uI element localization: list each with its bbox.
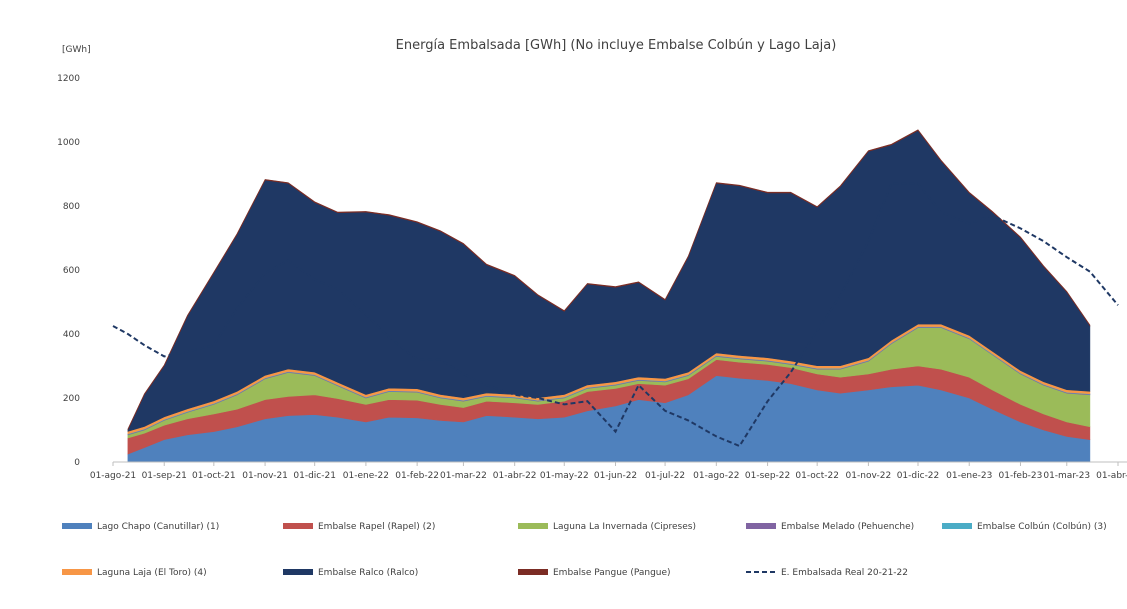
legend-swatch <box>283 569 313 575</box>
x-tick-label: 01-sep-22 <box>745 471 790 481</box>
y-tick-label: 200 <box>63 394 80 404</box>
x-tick-label: 01-nov-21 <box>242 471 288 481</box>
legend-swatch <box>62 569 92 575</box>
y-axis-unit-label: [GWh] <box>62 45 91 55</box>
x-axis: 01-ago-21 01-sep-21 01-oct-21 01-nov-21 01-d… <box>90 462 1127 481</box>
legend-swatch <box>518 569 548 575</box>
x-tick-label: 01-feb-23 <box>999 471 1043 481</box>
stacked-areas <box>127 129 1091 463</box>
legend-label: Laguna La Invernada (Cipreses) <box>553 522 696 532</box>
x-tick-label: 01-oct-22 <box>795 471 839 481</box>
x-tick-label: 01-ene-23 <box>946 471 992 481</box>
legend-swatch <box>746 523 776 529</box>
x-tick-label: 01-abr-22 <box>493 471 537 481</box>
area-embalse-pangue-pangue <box>127 129 1091 430</box>
x-tick-label: 01-oct-21 <box>192 471 236 481</box>
x-tick-label: 01-ago-21 <box>90 471 136 481</box>
x-tick-label: 01-mar-22 <box>440 471 487 481</box>
legend-label: Embalse Melado (Pehuenche) <box>781 522 914 532</box>
legend-label: E. Embalsada Real 20-21-22 <box>781 568 908 578</box>
legend-label: Embalse Pangue (Pangue) <box>553 568 671 578</box>
x-tick-label: 01-ene-22 <box>343 471 389 481</box>
x-tick-label: 01-nov-22 <box>846 471 892 481</box>
x-tick-label: 01-ago-22 <box>693 471 739 481</box>
y-axis: 0 200 400 600 800 1000 1200 <box>57 74 80 468</box>
y-tick-label: 0 <box>74 458 80 468</box>
legend-swatch <box>283 523 313 529</box>
legend: Lago Chapo (Canutillar) (1) Embalse Rapel… <box>62 522 1107 578</box>
y-tick-label: 1000 <box>57 138 80 148</box>
legend-label: Laguna Laja (El Toro) (4) <box>97 568 207 578</box>
legend-swatch <box>518 523 548 529</box>
y-tick-label: 400 <box>63 330 80 340</box>
x-tick-label: 01-jun-22 <box>594 471 637 481</box>
y-tick-label: 600 <box>63 266 80 276</box>
legend-label: Embalse Rapel (Rapel) (2) <box>318 522 435 532</box>
x-tick-label: 01-dic-22 <box>897 471 940 481</box>
real-energy-line-layer <box>112 182 1119 448</box>
x-tick-label: 01-may-22 <box>540 471 589 481</box>
legend-label: Embalse Colbún (Colbún) (3) <box>977 522 1107 532</box>
x-tick-label: 01-mar-23 <box>1043 471 1090 481</box>
y-tick-label: 800 <box>63 202 80 212</box>
x-tick-label: 01-sep-21 <box>142 471 187 481</box>
line-e-embalsada-real <box>112 182 1119 448</box>
legend-label: Embalse Ralco (Ralco) <box>318 568 418 578</box>
x-tick-label: 01-dic-21 <box>293 471 336 481</box>
y-tick-label: 1200 <box>57 74 80 84</box>
chart-title: Energía Embalsada [GWh] (No incluye Emba… <box>396 38 837 53</box>
x-tick-label: 01-feb-22 <box>395 471 439 481</box>
legend-label: Lago Chapo (Canutillar) (1) <box>97 522 219 532</box>
x-tick-label: 01-jul-22 <box>645 471 685 481</box>
x-tick-label: 01-abr-23 <box>1096 471 1127 481</box>
legend-swatch <box>62 523 92 529</box>
legend-swatch <box>942 523 972 529</box>
